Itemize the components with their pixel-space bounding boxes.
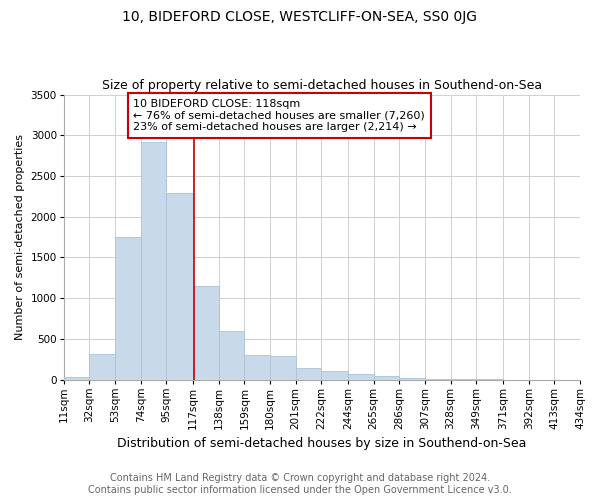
Bar bbox=[64, 377, 89, 380]
Text: Contains HM Land Registry data © Crown copyright and database right 2024.
Contai: Contains HM Land Registry data © Crown c… bbox=[88, 474, 512, 495]
Bar bbox=[244, 355, 270, 380]
Bar bbox=[296, 368, 321, 380]
X-axis label: Distribution of semi-detached houses by size in Southend-on-Sea: Distribution of semi-detached houses by … bbox=[117, 437, 527, 450]
Bar bbox=[219, 330, 244, 380]
Title: Size of property relative to semi-detached houses in Southend-on-Sea: Size of property relative to semi-detach… bbox=[102, 79, 542, 92]
Bar bbox=[140, 142, 166, 380]
Bar bbox=[400, 378, 425, 380]
Bar bbox=[166, 193, 193, 380]
Bar bbox=[115, 237, 140, 380]
Bar bbox=[89, 354, 115, 380]
Bar bbox=[193, 286, 219, 380]
Bar bbox=[348, 374, 374, 380]
Text: 10 BIDEFORD CLOSE: 118sqm
← 76% of semi-detached houses are smaller (7,260)
23% : 10 BIDEFORD CLOSE: 118sqm ← 76% of semi-… bbox=[133, 99, 425, 132]
Bar bbox=[321, 371, 348, 380]
Bar bbox=[425, 379, 451, 380]
Bar bbox=[270, 356, 296, 380]
Bar bbox=[374, 376, 400, 380]
Y-axis label: Number of semi-detached properties: Number of semi-detached properties bbox=[15, 134, 25, 340]
Text: 10, BIDEFORD CLOSE, WESTCLIFF-ON-SEA, SS0 0JG: 10, BIDEFORD CLOSE, WESTCLIFF-ON-SEA, SS… bbox=[122, 10, 478, 24]
